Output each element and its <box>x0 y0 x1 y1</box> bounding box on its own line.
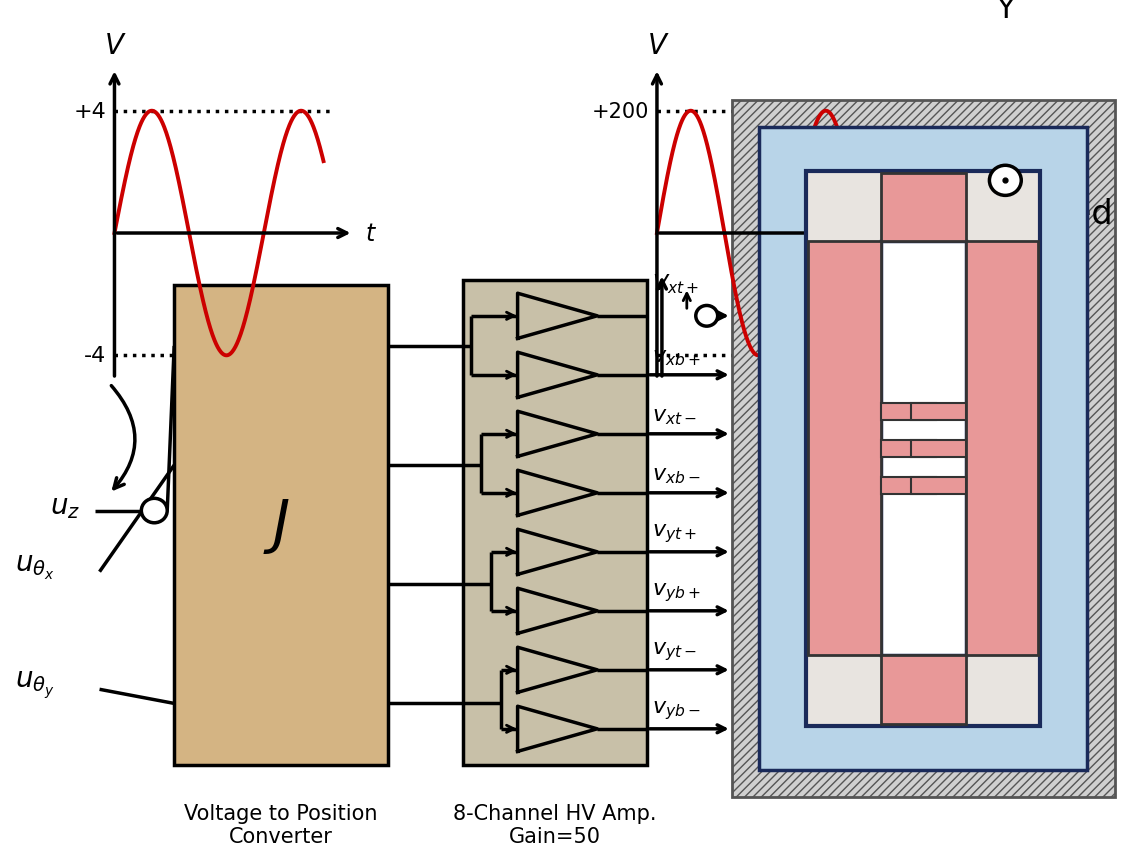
Bar <box>965 242 1038 656</box>
Text: $v_{yt+}$: $v_{yt+}$ <box>652 522 697 545</box>
Text: t: t <box>878 222 887 246</box>
Bar <box>911 477 965 494</box>
Text: $v_{xb-}$: $v_{xb-}$ <box>652 466 700 485</box>
Bar <box>731 102 1114 797</box>
Text: $v_{xb+}$: $v_{xb+}$ <box>652 348 700 368</box>
Bar <box>881 477 936 494</box>
Text: Fixed: Fixed <box>1027 198 1114 230</box>
Bar <box>760 128 1087 770</box>
Text: 8-Channel HV Amp.: 8-Channel HV Amp. <box>454 804 657 823</box>
Bar <box>806 171 1040 726</box>
Polygon shape <box>517 647 597 693</box>
Text: Y: Y <box>996 0 1014 24</box>
Text: $v_{xt-}$: $v_{xt-}$ <box>652 407 697 426</box>
Polygon shape <box>517 530 597 575</box>
Text: J: J <box>273 496 290 554</box>
Text: $V_{xt+}$: $V_{xt+}$ <box>652 272 699 296</box>
Bar <box>881 242 965 656</box>
Text: $v_{yt-}$: $v_{yt-}$ <box>652 640 697 663</box>
Bar <box>881 440 936 457</box>
Circle shape <box>696 306 717 327</box>
Bar <box>174 286 388 764</box>
Polygon shape <box>517 294 597 339</box>
Circle shape <box>989 166 1021 196</box>
Polygon shape <box>517 353 597 397</box>
Text: t: t <box>365 222 374 246</box>
Bar <box>731 102 1114 797</box>
Bar <box>911 403 965 421</box>
Text: $v_{yb+}$: $v_{yb+}$ <box>652 581 700 604</box>
Text: Gain=50: Gain=50 <box>509 826 601 846</box>
Text: $v_{yb-}$: $v_{yb-}$ <box>652 699 700 722</box>
Text: +4: +4 <box>74 102 107 122</box>
Text: V: V <box>105 32 124 60</box>
Text: $u_{\theta_x}$: $u_{\theta_x}$ <box>15 554 55 582</box>
Bar <box>881 174 965 242</box>
Text: $u_{\theta_y}$: $u_{\theta_y}$ <box>15 670 55 700</box>
Text: -200: -200 <box>601 346 649 366</box>
Bar <box>911 440 965 457</box>
Polygon shape <box>517 706 597 751</box>
Bar <box>881 403 936 421</box>
Bar <box>463 281 647 764</box>
Text: $u_z$: $u_z$ <box>50 492 80 520</box>
Polygon shape <box>517 589 597 634</box>
Polygon shape <box>517 471 597 516</box>
Text: Voltage to Position: Voltage to Position <box>184 804 377 823</box>
Text: -4: -4 <box>84 346 107 366</box>
Text: Z: Z <box>1027 162 1046 190</box>
Circle shape <box>141 499 167 523</box>
Text: +200: +200 <box>591 102 649 122</box>
Bar <box>808 242 881 656</box>
Polygon shape <box>517 412 597 457</box>
Text: Converter: Converter <box>230 826 333 846</box>
Text: V: V <box>647 32 666 60</box>
Bar <box>881 656 965 724</box>
